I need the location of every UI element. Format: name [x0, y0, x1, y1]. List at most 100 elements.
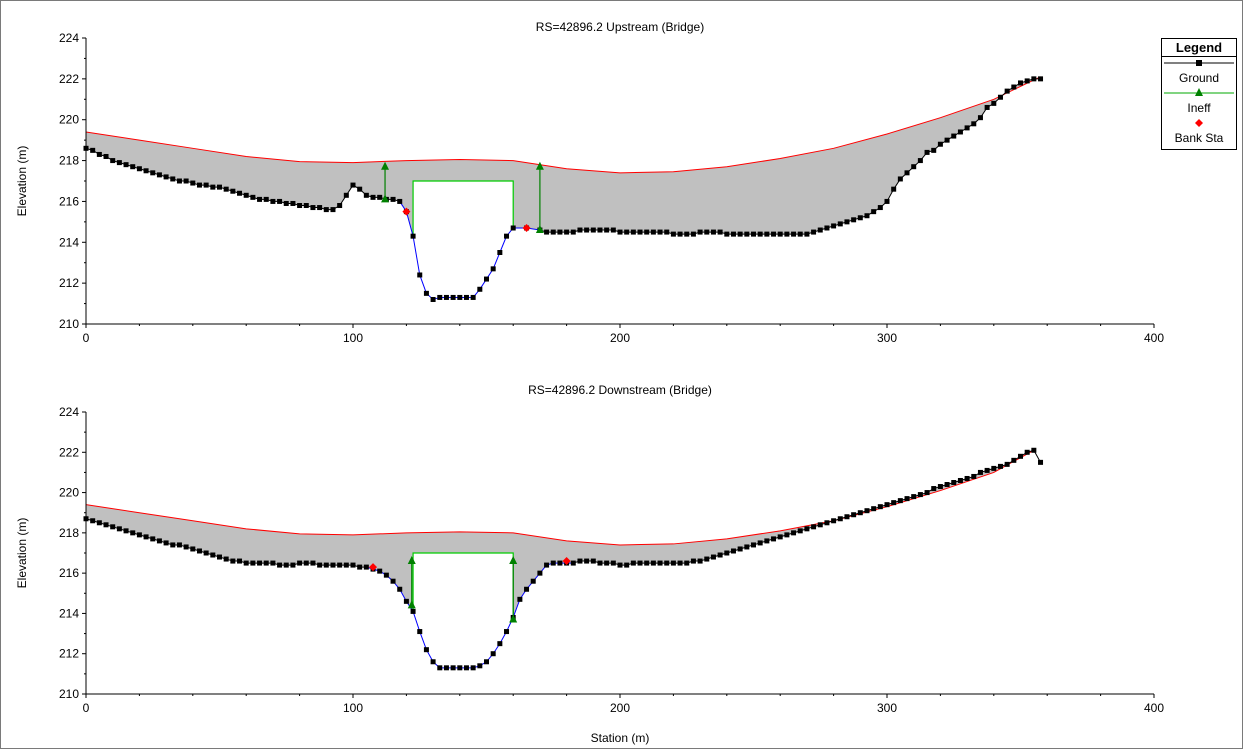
ground-point: [170, 176, 176, 182]
ground-point: [817, 522, 823, 528]
ground-point: [310, 560, 316, 566]
ground-point: [310, 205, 316, 211]
ground-point: [437, 665, 443, 671]
ineff-marker: [381, 194, 390, 203]
ground-point: [650, 560, 656, 566]
ground-point: [604, 227, 610, 233]
ground-point: [911, 494, 917, 500]
ground-point: [984, 104, 990, 110]
y-tick-label: 214: [59, 606, 79, 620]
ground-point: [997, 463, 1003, 469]
ground-point: [1018, 453, 1023, 459]
ground-point: [617, 562, 623, 568]
ground-point: [871, 209, 877, 215]
ineff-marker: [407, 600, 416, 609]
y-axis-title: Elevation (m): [15, 146, 29, 217]
ground-point: [317, 205, 323, 211]
ground-point: [624, 229, 630, 235]
ground-point: [664, 560, 670, 566]
ground-point: [497, 641, 503, 647]
chart-panel-1: 210 212 214 216 218 220 222 224 0 100 200 300 400 RS=…: [15, 383, 1164, 745]
ground-point: [450, 665, 456, 671]
ground-point: [484, 276, 489, 282]
ground-point: [330, 207, 336, 213]
x-tick-label: 300: [877, 331, 897, 345]
ground-point: [463, 294, 469, 300]
ground-point: [283, 200, 289, 206]
legend-label-ground: Ground: [1178, 71, 1220, 85]
ground-point: [951, 480, 957, 485]
ground-point: [737, 231, 743, 237]
ground-point: [497, 250, 503, 255]
chart-title: RS=42896.2 Upstream (Bridge): [536, 20, 704, 34]
ground-point: [877, 205, 883, 211]
ground-point: [570, 229, 576, 235]
ground-point: [323, 207, 329, 213]
ground-point: [637, 560, 643, 566]
ground-point: [270, 198, 276, 204]
x-tick-label: 100: [343, 701, 363, 715]
ground-point: [90, 518, 96, 524]
y-tick-label: 222: [59, 445, 79, 459]
bridge-deck-line: [412, 180, 514, 237]
ground-point: [397, 586, 403, 592]
ground-point: [1024, 449, 1030, 455]
ground-point: [597, 227, 603, 233]
ground-point: [784, 532, 790, 538]
ground-point: [897, 498, 903, 504]
legend-box: Legend Ground Ineff Bank Sta: [1161, 38, 1237, 150]
ground-point: [136, 532, 142, 538]
ground-point: [584, 558, 590, 564]
ground-point: [156, 538, 162, 544]
ground-point: [730, 231, 736, 237]
ground-point: [477, 286, 483, 292]
ground-point: [430, 296, 436, 302]
ground-point: [257, 196, 263, 202]
x-tick-label: 0: [83, 331, 90, 345]
ground-point: [330, 562, 336, 568]
ground-point: [684, 560, 690, 566]
ineff-marker: [509, 556, 518, 565]
ground-point: [771, 231, 777, 237]
ground-point: [1011, 457, 1017, 463]
ground-point: [610, 227, 616, 233]
bank-station-marker: [369, 563, 378, 572]
ground-point: [243, 192, 249, 198]
y-tick-label: 214: [59, 235, 79, 249]
ground-line-1: [399, 201, 540, 301]
ground-point: [283, 562, 289, 568]
ground-point: [136, 166, 142, 172]
ground-point: [190, 180, 196, 186]
ground-point: [937, 484, 943, 490]
ground-point: [297, 203, 303, 209]
ground-point: [804, 231, 810, 237]
ground-point: [363, 192, 369, 198]
ground-point: [1011, 84, 1017, 90]
ground-point: [277, 562, 283, 568]
ground-point: [350, 562, 356, 568]
ground-point: [290, 200, 296, 206]
ground-point: [96, 520, 102, 526]
ground-point: [704, 229, 710, 235]
ground-point: [824, 225, 830, 231]
ground-point: [410, 233, 416, 239]
ground-point: [570, 560, 576, 566]
ground-point: [690, 231, 696, 237]
ground-point: [817, 227, 823, 233]
y-tick-label: 216: [59, 566, 79, 580]
ground-point: [844, 514, 850, 520]
ground-point: [504, 233, 510, 239]
ground-point: [964, 475, 970, 481]
ground-point: [597, 560, 603, 566]
water-area-fill: [86, 76, 1041, 300]
ground-point: [710, 554, 716, 560]
chart-title: RS=42896.2 Downstream (Bridge): [528, 383, 712, 397]
ground-point: [390, 578, 396, 584]
y-tick-label: 210: [59, 687, 79, 701]
ground-point: [911, 164, 917, 170]
ground-point: [751, 231, 756, 237]
ground-point: [964, 125, 970, 131]
ground-point: [210, 184, 216, 190]
